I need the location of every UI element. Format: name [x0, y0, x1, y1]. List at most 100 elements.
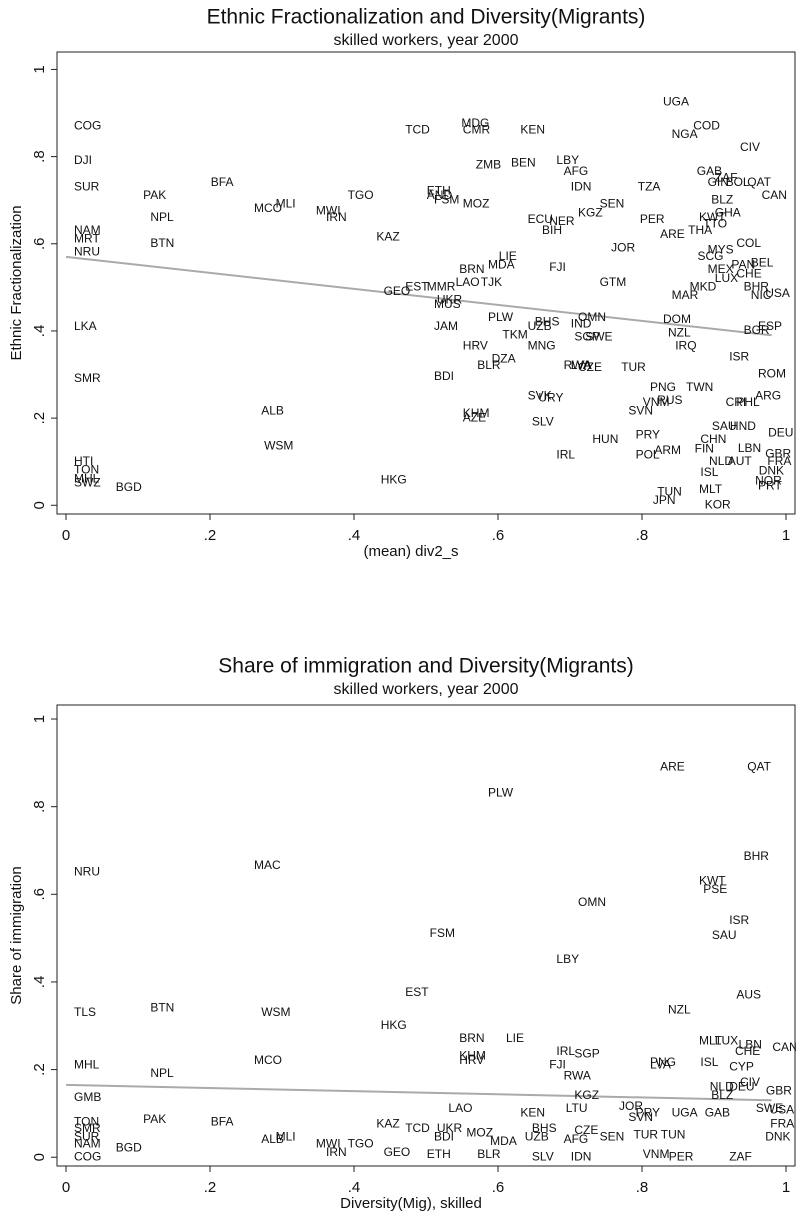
- point-label: UZB: [528, 319, 552, 333]
- point-label: GHA: [715, 205, 741, 219]
- point-label: BEN: [511, 155, 536, 169]
- point-label: NOR: [755, 473, 782, 487]
- point-label: URY: [538, 391, 563, 405]
- point-label: NAM: [74, 223, 101, 237]
- point-label: LBY: [556, 952, 579, 966]
- y-axis-label: Share of immigration: [8, 866, 25, 1004]
- point-label: FJI: [549, 1057, 566, 1071]
- point-label: GMB: [74, 1090, 101, 1104]
- point-label: SEN: [600, 197, 625, 211]
- point-label: CAN: [772, 1040, 796, 1054]
- point-label: TON: [74, 1114, 99, 1128]
- point-label: DNK: [759, 463, 784, 477]
- point-label: IRN: [326, 210, 347, 224]
- point-label: NLD: [709, 454, 733, 468]
- point-label: DEU: [729, 1079, 754, 1093]
- point-label: BOL: [726, 175, 750, 189]
- point-label: CMR: [463, 123, 491, 137]
- plot-frame: [56, 704, 796, 1167]
- point-label: NZL: [668, 1003, 691, 1017]
- point-label: SAU: [712, 419, 737, 433]
- point-label: GAB: [697, 164, 722, 178]
- point-label: MWI: [316, 203, 341, 217]
- point-label: TWN: [686, 380, 713, 394]
- point-label: LAO: [456, 275, 480, 289]
- point-label: NRU: [74, 245, 100, 259]
- x-tick-label: 1: [782, 1179, 790, 1196]
- point-label: LKA: [74, 319, 97, 333]
- x-tick-label: 0: [62, 1179, 70, 1196]
- point-label: COL: [736, 236, 761, 250]
- point-label: UGA: [672, 1106, 698, 1120]
- point-label: SWZ: [74, 476, 101, 490]
- point-label: POL: [636, 447, 660, 461]
- point-label: KAZ: [376, 229, 399, 243]
- point-label: MOZ: [466, 1125, 493, 1139]
- point-label: BIH: [542, 223, 562, 237]
- y-tick-label: 0: [31, 501, 48, 509]
- y-tick-label: 1: [31, 65, 48, 73]
- point-label: HUN: [592, 432, 618, 446]
- point-label: DJI: [74, 153, 92, 167]
- point-label: COD: [693, 118, 720, 132]
- point-label: UZB: [525, 1130, 549, 1144]
- point-label: PSE: [703, 882, 727, 896]
- point-label: CIV: [740, 1075, 760, 1089]
- point-label: ALB: [261, 1132, 284, 1146]
- point-label: ARE: [660, 227, 685, 241]
- point-label: AFG: [564, 164, 589, 178]
- point-label: TCD: [405, 1121, 430, 1135]
- point-label: NPL: [150, 1066, 174, 1080]
- point-label: ISR: [729, 349, 749, 363]
- point-label: TLS: [74, 1005, 96, 1019]
- point-label: SGP: [574, 1046, 599, 1060]
- point-label: BDI: [434, 369, 454, 383]
- point-label: MMR: [427, 280, 456, 294]
- x-tick-label: .4: [348, 1179, 361, 1196]
- y-tick-label: .6: [31, 888, 48, 901]
- point-label: KEN: [520, 1106, 545, 1120]
- y-tick-label: .4: [31, 325, 48, 338]
- point-label: ARG: [755, 388, 781, 402]
- point-label: OMN: [578, 895, 606, 909]
- y-tick-label: .2: [31, 1063, 48, 1076]
- chart-title: Share of immigration and Diversity(Migra…: [218, 655, 633, 678]
- point-label: PNG: [650, 1055, 676, 1069]
- point-label: GAB: [705, 1106, 730, 1120]
- point-label: ALB: [261, 404, 284, 418]
- point-label: CAN: [762, 188, 787, 202]
- point-label: BRN: [459, 262, 484, 276]
- point-label: JOR: [611, 240, 635, 254]
- point-label: UKR: [437, 1121, 463, 1135]
- x-tick-label: .6: [492, 527, 505, 544]
- point-label: ARE: [660, 759, 685, 773]
- point-label: SGP: [574, 330, 599, 344]
- point-label: MAC: [254, 858, 281, 872]
- point-label: OMN: [578, 310, 606, 324]
- point-label: UGA: [663, 94, 689, 108]
- point-label: PLW: [488, 310, 514, 324]
- point-label: PNG: [650, 380, 676, 394]
- point-label: TGO: [348, 188, 374, 202]
- point-label: CYP: [729, 1060, 754, 1074]
- point-label: SVN: [628, 404, 653, 418]
- point-label: LBN: [739, 1038, 762, 1052]
- point-label: DOM: [663, 312, 691, 326]
- point-label: BGD: [116, 480, 142, 494]
- point-label: KGZ: [578, 205, 603, 219]
- point-label: MYS: [708, 242, 734, 256]
- point-label: KHM: [459, 1049, 486, 1063]
- point-label: DNK: [765, 1130, 790, 1144]
- fit-line: [65, 255, 772, 337]
- point-label: MAR: [672, 288, 699, 302]
- point-label: TKM: [502, 327, 527, 341]
- point-label: DEU: [768, 426, 793, 440]
- point-label: TUR: [633, 1127, 658, 1141]
- point-label: SVN: [628, 1110, 653, 1124]
- point-label: ECU: [528, 212, 553, 226]
- y-tick-label: .8: [31, 150, 48, 163]
- point-label: BHR: [744, 849, 770, 863]
- plot-frame: [56, 51, 796, 515]
- point-label: KHM: [463, 406, 490, 420]
- point-label: QAT: [747, 759, 771, 773]
